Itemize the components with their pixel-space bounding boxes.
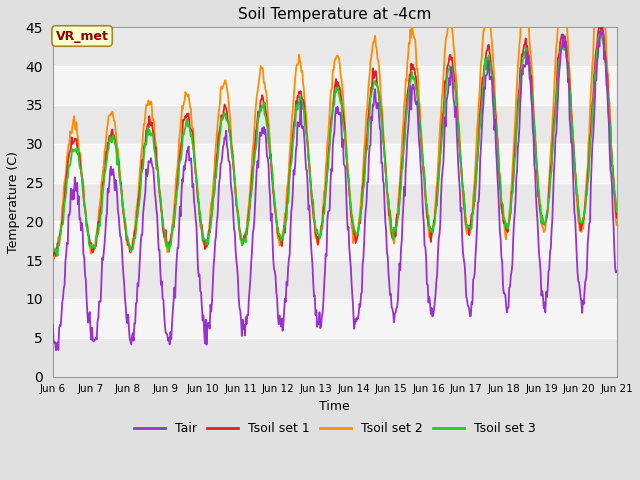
- Bar: [53, 105, 617, 144]
- Bar: [53, 299, 617, 338]
- Bar: [53, 338, 617, 377]
- Bar: [53, 260, 617, 299]
- Bar: [53, 144, 617, 182]
- Legend: Tair, Tsoil set 1, Tsoil set 2, Tsoil set 3: Tair, Tsoil set 1, Tsoil set 2, Tsoil se…: [129, 417, 541, 440]
- X-axis label: Time: Time: [319, 400, 350, 413]
- Bar: [53, 221, 617, 260]
- Bar: [53, 66, 617, 105]
- Text: VR_met: VR_met: [56, 29, 109, 43]
- Y-axis label: Temperature (C): Temperature (C): [7, 151, 20, 253]
- Bar: [53, 27, 617, 66]
- Bar: [53, 182, 617, 221]
- Title: Soil Temperature at -4cm: Soil Temperature at -4cm: [238, 7, 431, 22]
